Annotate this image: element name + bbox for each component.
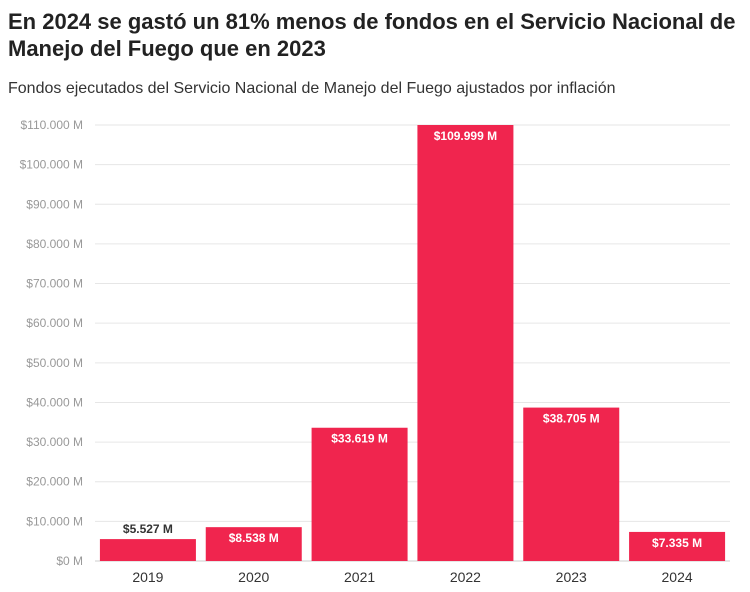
chart-subtitle: Fondos ejecutados del Servicio Nacional … xyxy=(8,80,616,97)
x-axis: 2019 2020 2021 2022 2023 2024 xyxy=(132,569,693,585)
y-tick-label: $0 M xyxy=(56,554,83,568)
x-tick-label: 2022 xyxy=(450,569,481,585)
bar xyxy=(99,539,196,561)
data-label: $5.527 M xyxy=(123,522,173,536)
bar xyxy=(205,527,302,561)
x-tick-label: 2023 xyxy=(556,569,587,585)
y-tick-label: $50.000 M xyxy=(26,356,83,370)
y-tick-label: $70.000 M xyxy=(26,277,83,291)
bars: $5.527 M $8.538 M $33.619 M $109.999 M $38.7… xyxy=(99,125,726,561)
data-label: $109.999 M xyxy=(434,129,497,143)
bar xyxy=(523,407,620,561)
y-tick-label: $10.000 M xyxy=(26,514,83,528)
bar xyxy=(311,427,408,561)
y-tick-label: $100.000 M xyxy=(20,158,83,172)
y-axis: $0 M $10.000 M $20.000 M $30.000 M $40.000 M… xyxy=(20,118,83,568)
x-tick-label: 2019 xyxy=(132,569,163,585)
y-tick-label: $90.000 M xyxy=(26,197,83,211)
bar xyxy=(417,125,514,561)
grid-lines xyxy=(95,124,730,562)
data-label: $38.705 M xyxy=(543,412,600,426)
x-tick-label: 2020 xyxy=(238,569,269,585)
y-tick-label: $20.000 M xyxy=(26,475,83,489)
x-tick-label: 2024 xyxy=(662,569,693,585)
data-label: $33.619 M xyxy=(331,432,388,446)
chart-title: En 2024 se gastó un 81% menos de fondos … xyxy=(8,9,736,61)
y-tick-label: $60.000 M xyxy=(26,316,83,330)
y-tick-label: $40.000 M xyxy=(26,395,83,409)
y-tick-label: $80.000 M xyxy=(26,237,83,251)
bar xyxy=(629,531,726,561)
x-tick-label: 2021 xyxy=(344,569,375,585)
y-tick-label: $110.000 M xyxy=(21,118,84,132)
y-tick-label: $30.000 M xyxy=(26,435,83,449)
data-label: $8.538 M xyxy=(229,531,279,545)
data-label: $7.335 M xyxy=(652,536,702,550)
